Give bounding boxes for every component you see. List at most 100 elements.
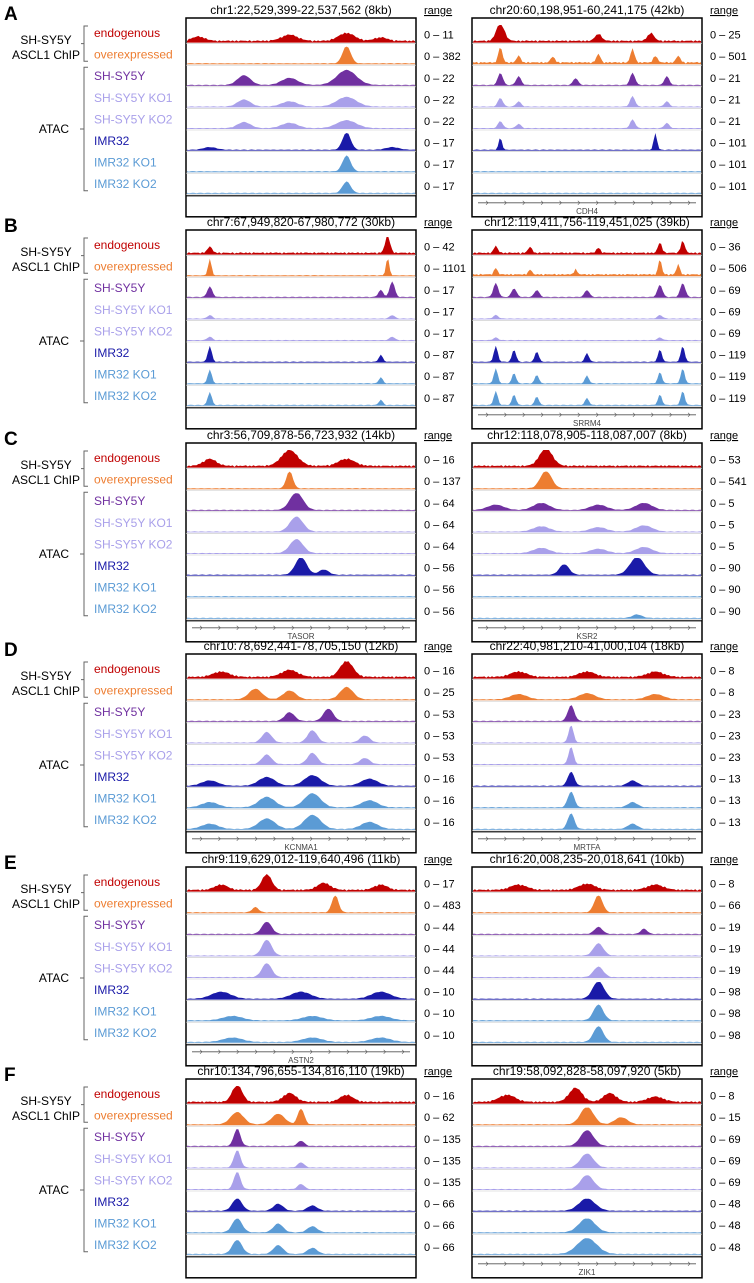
track-range: 0 – 8 bbox=[710, 687, 734, 699]
track-label: SH-SY5Y KO1 bbox=[94, 303, 173, 317]
signal-track bbox=[187, 336, 415, 341]
track-range: 0 – 56 bbox=[424, 606, 455, 618]
panel-label-d: D bbox=[4, 640, 18, 661]
range-header: range bbox=[424, 1066, 452, 1078]
strand-arrow-icon bbox=[559, 625, 562, 631]
strand-arrow-icon bbox=[595, 836, 599, 842]
signal-track bbox=[187, 69, 415, 86]
strand-arrow-icon bbox=[651, 1261, 654, 1267]
track-range: 0 – 87 bbox=[424, 371, 455, 383]
locus-frame bbox=[471, 17, 703, 218]
track-range: 0 – 53 bbox=[424, 752, 455, 764]
signal-track bbox=[187, 793, 415, 809]
signal-track bbox=[187, 1198, 415, 1212]
strand-arrow-icon bbox=[632, 412, 636, 418]
gene-name: KSR2 bbox=[577, 632, 598, 641]
track-range: 0 – 66 bbox=[424, 1199, 455, 1211]
track-range: 0 – 69 bbox=[710, 306, 741, 318]
signal-track bbox=[187, 1037, 415, 1043]
atac-group-label: ATAC bbox=[39, 547, 70, 561]
signal-track bbox=[473, 982, 701, 1000]
signal-track bbox=[187, 1240, 415, 1255]
track-range: 0 – 135 bbox=[424, 1177, 461, 1189]
track-range: 0 – 16 bbox=[424, 1091, 455, 1103]
strand-arrow-icon bbox=[522, 625, 526, 631]
signal-track bbox=[473, 503, 701, 511]
signal-track bbox=[187, 133, 415, 151]
track-label: SH-SY5Y KO1 bbox=[94, 1152, 173, 1166]
signal-track bbox=[473, 1175, 701, 1190]
track-range: 0 – 22 bbox=[424, 116, 455, 128]
track-label: IMR32 bbox=[94, 346, 130, 360]
chip-group-label-line1: SH-SY5Y bbox=[20, 458, 71, 472]
track-range: 0 – 64 bbox=[424, 519, 455, 531]
signal-track bbox=[187, 686, 415, 701]
strand-arrow-icon bbox=[328, 836, 331, 842]
track-label: IMR32 bbox=[94, 134, 130, 148]
track-label: IMR32 KO1 bbox=[94, 1217, 157, 1231]
track-label: overexpressed bbox=[94, 897, 173, 911]
track-range: 0 – 69 bbox=[710, 285, 741, 297]
strand-arrow-icon bbox=[199, 836, 203, 842]
track-range: 0 – 19 bbox=[710, 965, 741, 977]
track-range: 0 – 16 bbox=[424, 774, 455, 786]
locus-title: chr9:119,629,012-119,640,496 (11kb) bbox=[202, 852, 401, 866]
signal-track bbox=[473, 525, 701, 533]
chip-group-label-line2: ASCL1 ChIP bbox=[12, 897, 80, 911]
strand-arrow-icon bbox=[401, 625, 405, 631]
track-label: SH-SY5Y KO2 bbox=[94, 961, 173, 975]
track-label: SH-SY5Y bbox=[94, 1130, 145, 1144]
signal-track bbox=[187, 775, 415, 787]
track-range: 0 – 501 bbox=[710, 51, 747, 63]
track-range: 0 – 13 bbox=[710, 817, 741, 829]
strand-arrow-icon bbox=[401, 1049, 405, 1055]
track-range: 0 – 66 bbox=[424, 1220, 455, 1232]
track-range: 0 – 87 bbox=[424, 350, 455, 362]
track-range: 0 – 48 bbox=[710, 1199, 741, 1211]
track-label: overexpressed bbox=[94, 260, 173, 274]
signal-track bbox=[187, 181, 415, 194]
signal-track bbox=[473, 705, 701, 722]
strand-arrow-icon bbox=[328, 625, 331, 631]
chip-bracket bbox=[81, 661, 88, 698]
panel-label-f: F bbox=[4, 1065, 16, 1086]
signal-track bbox=[473, 72, 701, 86]
track-label: IMR32 bbox=[94, 983, 130, 997]
panel-label-a: A bbox=[4, 4, 18, 25]
atac-bracket bbox=[80, 915, 88, 1041]
signal-track bbox=[187, 874, 415, 892]
signal-track bbox=[187, 258, 415, 277]
signal-track bbox=[473, 883, 701, 892]
signal-track bbox=[473, 895, 701, 914]
track-range: 0 – 119 bbox=[710, 393, 746, 405]
chip-bracket bbox=[81, 874, 88, 911]
strand-arrow-icon bbox=[669, 836, 673, 842]
track-label: IMR32 KO2 bbox=[94, 1238, 157, 1252]
track-range: 0 – 90 bbox=[710, 606, 741, 618]
track-range: 0 – 69 bbox=[710, 1177, 741, 1189]
track-label: SH-SY5Y KO2 bbox=[94, 1173, 173, 1187]
chip-bracket bbox=[81, 25, 88, 62]
strand-arrow-icon bbox=[485, 412, 489, 418]
track-range: 0 – 53 bbox=[424, 709, 455, 721]
signal-track bbox=[473, 558, 701, 576]
strand-arrow-icon bbox=[236, 836, 240, 842]
signal-track bbox=[187, 1150, 415, 1169]
locus-title: chr19:58,092,828-58,097,920 (5kb) bbox=[493, 1064, 681, 1078]
track-range: 0 – 69 bbox=[710, 1155, 741, 1167]
track-range: 0 – 64 bbox=[424, 498, 455, 510]
signal-track bbox=[473, 337, 701, 341]
track-label: IMR32 KO2 bbox=[94, 389, 157, 403]
strand-arrow-icon bbox=[614, 200, 617, 206]
atac-bracket bbox=[80, 1127, 88, 1253]
range-header: range bbox=[710, 5, 738, 17]
track-range: 0 – 15 bbox=[710, 1112, 741, 1124]
track-label: SH-SY5Y KO2 bbox=[94, 112, 173, 126]
track-label: IMR32 KO2 bbox=[94, 813, 157, 827]
track-range: 0 – 19 bbox=[710, 922, 741, 934]
signal-track bbox=[187, 120, 415, 129]
range-header: range bbox=[424, 5, 452, 17]
atac-group-label: ATAC bbox=[39, 758, 70, 772]
signal-track bbox=[473, 813, 701, 830]
track-label: IMR32 bbox=[94, 770, 130, 784]
